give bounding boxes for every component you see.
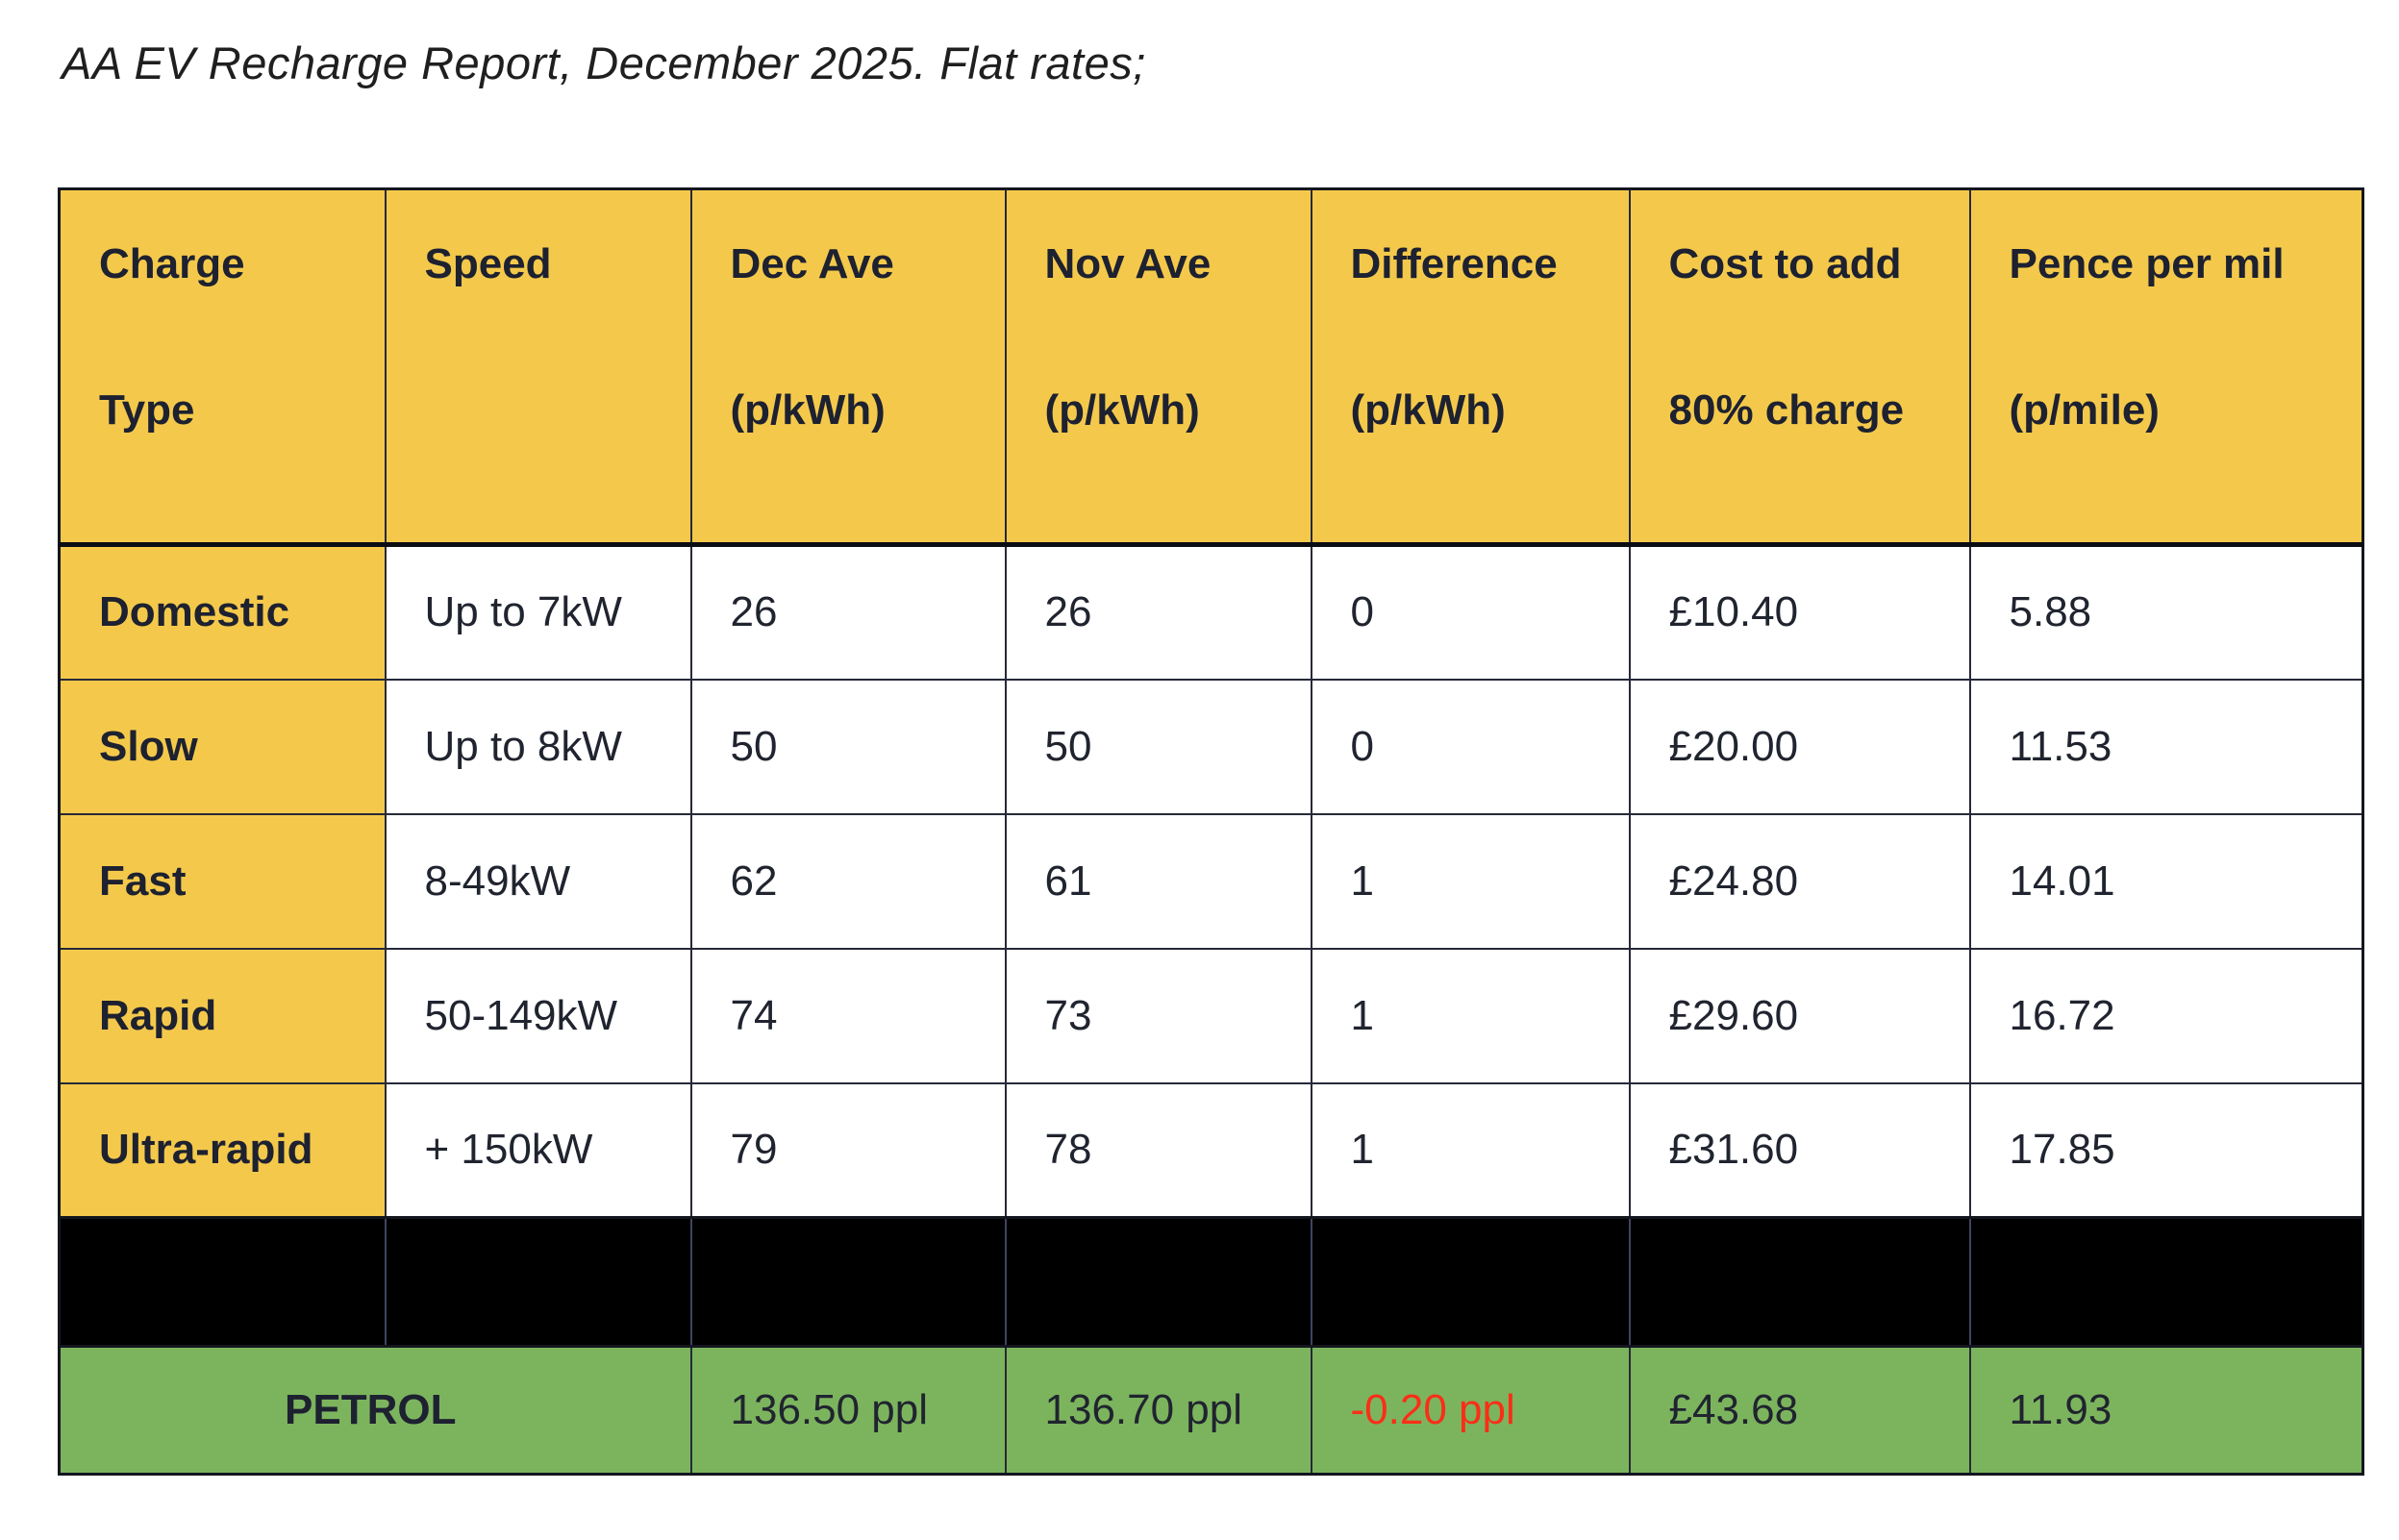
cell-cost-80: £43.68 <box>1628 1345 1971 1476</box>
col-header-difference: Difference (p/kWh) <box>1310 187 1631 547</box>
table-row-rapid: Rapid 50-149kW 74 73 1 £29.60 16.72 <box>58 947 2364 1084</box>
cell-difference: -0.20 ppl <box>1310 1345 1631 1476</box>
cell-charge-type: Fast <box>58 812 387 950</box>
cell-difference: 1 <box>1310 1081 1631 1219</box>
spacer-cell <box>58 1216 387 1348</box>
col-header-cost-to-add: Cost to add 80% charge <box>1628 187 1971 547</box>
cell-nov-ave: 26 <box>1004 543 1312 681</box>
col-header-charge-type-line2: Type <box>99 386 195 434</box>
cell-speed: + 150kW <box>384 1081 692 1219</box>
cell-nov-ave: 50 <box>1004 678 1312 815</box>
cell-speed: 8-49kW <box>384 812 692 950</box>
cell-nov-ave: 78 <box>1004 1081 1312 1219</box>
spacer-cell <box>1628 1216 1971 1348</box>
col-header-dec-ave-line1: Dec Ave <box>730 240 894 287</box>
table-row-slow: Slow Up to 8kW 50 50 0 £20.00 11.53 <box>58 678 2364 815</box>
cell-pence-per-mile: 17.85 <box>1968 1081 2364 1219</box>
spacer-cell <box>689 1216 1007 1348</box>
col-header-pence-per-mile: Pence per mil (p/mile) <box>1968 187 2364 547</box>
cell-nov-ave: 61 <box>1004 812 1312 950</box>
table-row-fast: Fast 8-49kW 62 61 1 £24.80 14.01 <box>58 812 2364 950</box>
cell-dec-ave: 136.50 ppl <box>689 1345 1007 1476</box>
spacer-cell <box>1968 1216 2364 1348</box>
cell-dec-ave: 26 <box>689 543 1007 681</box>
header-row: Charge Type Speed Dec Ave (p/kWh) Nov Av… <box>58 187 2364 547</box>
cell-pence-per-mile: 11.93 <box>1968 1345 2364 1476</box>
cell-cost-80: £31.60 <box>1628 1081 1971 1219</box>
table-row-petrol: PETROL 136.50 ppl 136.70 ppl -0.20 ppl £… <box>58 1345 2364 1476</box>
cell-pence-per-mile: 16.72 <box>1968 947 2364 1084</box>
cell-speed: Up to 8kW <box>384 678 692 815</box>
cell-speed: 50-149kW <box>384 947 692 1084</box>
cell-cost-80: £20.00 <box>1628 678 1971 815</box>
cell-pence-per-mile: 11.53 <box>1968 678 2364 815</box>
col-header-nov-ave-line1: Nov Ave <box>1044 240 1212 287</box>
col-header-speed-line1: Speed <box>424 240 552 287</box>
col-header-pence-per-mile-line1: Pence per mil <box>2009 240 2285 287</box>
cell-charge-type: Slow <box>58 678 387 815</box>
cell-difference: 0 <box>1310 678 1631 815</box>
cell-dec-ave: 62 <box>689 812 1007 950</box>
cell-dec-ave: 74 <box>689 947 1007 1084</box>
cell-charge-type: Rapid <box>58 947 387 1084</box>
cell-nov-ave: 73 <box>1004 947 1312 1084</box>
cell-pence-per-mile: 5.88 <box>1968 543 2364 681</box>
cell-charge-type: Domestic <box>58 543 387 681</box>
col-header-pence-per-mile-line2: (p/mile) <box>2009 386 2160 434</box>
cell-pence-per-mile: 14.01 <box>1968 812 2364 950</box>
col-header-charge-type-line1: Charge <box>99 240 245 287</box>
col-header-difference-line2: (p/kWh) <box>1350 386 1506 434</box>
col-header-nov-ave: Nov Ave (p/kWh) <box>1004 187 1312 547</box>
cell-difference: 1 <box>1310 947 1631 1084</box>
cell-cost-80: £10.40 <box>1628 543 1971 681</box>
cell-charge-type: Ultra-rapid <box>58 1081 387 1219</box>
cell-nov-ave: 136.70 ppl <box>1004 1345 1312 1476</box>
spacer-cell <box>1310 1216 1631 1348</box>
col-header-dec-ave-line2: (p/kWh) <box>730 386 886 434</box>
page-title: AA EV Recharge Report, December 2025. Fl… <box>62 37 1146 88</box>
black-spacer-row <box>58 1216 2364 1348</box>
col-header-dec-ave: Dec Ave (p/kWh) <box>689 187 1007 547</box>
cell-cost-80: £29.60 <box>1628 947 1971 1084</box>
table-row-domestic: Domestic Up to 7kW 26 26 0 £10.40 5.88 <box>58 543 2364 681</box>
col-header-speed-line2 <box>425 385 681 436</box>
col-header-cost-to-add-line2: 80% charge <box>1668 386 1905 434</box>
ev-recharge-table: Charge Type Speed Dec Ave (p/kWh) Nov Av… <box>58 187 2364 1476</box>
table-row-ultra-rapid: Ultra-rapid + 150kW 79 78 1 £31.60 17.85 <box>58 1081 2364 1219</box>
cell-dec-ave: 79 <box>689 1081 1007 1219</box>
col-header-speed: Speed <box>384 187 692 547</box>
cell-cost-80: £24.80 <box>1628 812 1971 950</box>
spacer-cell <box>1004 1216 1312 1348</box>
cell-petrol-label: PETROL <box>58 1345 692 1476</box>
cell-difference: 0 <box>1310 543 1631 681</box>
col-header-nov-ave-line2: (p/kWh) <box>1044 386 1200 434</box>
cell-difference: 1 <box>1310 812 1631 950</box>
cell-dec-ave: 50 <box>689 678 1007 815</box>
col-header-cost-to-add-line1: Cost to add <box>1668 240 1902 287</box>
col-header-difference-line1: Difference <box>1350 240 1558 287</box>
cell-speed: Up to 7kW <box>384 543 692 681</box>
spacer-cell <box>384 1216 692 1348</box>
col-header-charge-type: Charge Type <box>58 187 387 547</box>
